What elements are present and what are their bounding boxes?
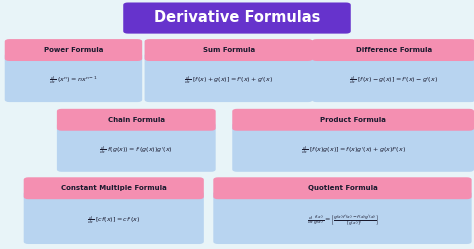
FancyBboxPatch shape [5, 53, 142, 102]
Text: Constant Multiple Formula: Constant Multiple Formula [61, 185, 167, 191]
Text: Derivative Formulas: Derivative Formulas [154, 10, 320, 25]
Text: Difference Formula: Difference Formula [356, 47, 432, 53]
FancyBboxPatch shape [232, 109, 474, 131]
Text: $\frac{d}{dx}\frac{f(x)}{g(x)} = \left[\frac{g(x)f'(x)-f(x)g'(x)}{[g(x)]^2}\righ: $\frac{d}{dx}\frac{f(x)}{g(x)} = \left[\… [307, 213, 378, 228]
FancyBboxPatch shape [57, 123, 216, 172]
Text: $\frac{d}{dx}$ $[f(x)-g(x)] = f'(x) - g'(x)$: $\frac{d}{dx}$ $[f(x)-g(x)] = f'(x) - g'… [349, 74, 438, 86]
FancyBboxPatch shape [213, 191, 472, 244]
Text: $\frac{d}{dx}$ $(x^n) = nx^{n-1}$: $\frac{d}{dx}$ $(x^n) = nx^{n-1}$ [49, 74, 98, 86]
FancyBboxPatch shape [24, 177, 204, 199]
Text: $\frac{d}{dx}$ $[f(x)g(x)] = f(x)g'(x) + g(x)f'(x)$: $\frac{d}{dx}$ $[f(x)g(x)] = f(x)g'(x) +… [301, 144, 406, 156]
Text: Product Formula: Product Formula [320, 117, 386, 123]
FancyBboxPatch shape [312, 39, 474, 61]
Text: $\frac{d}{dx}$ $f(g(x)) = f'(g(x))g'(x)$: $\frac{d}{dx}$ $f(g(x)) = f'(g(x))g'(x)$ [100, 144, 173, 156]
FancyBboxPatch shape [123, 2, 351, 34]
FancyBboxPatch shape [145, 39, 313, 61]
Text: $\frac{d}{dx}$ $[f(x)+g(x)] = f'(x) + g'(x)$: $\frac{d}{dx}$ $[f(x)+g(x)] = f'(x) + g'… [184, 74, 273, 86]
FancyBboxPatch shape [5, 39, 142, 61]
Text: Chain Formula: Chain Formula [108, 117, 165, 123]
FancyBboxPatch shape [312, 53, 474, 102]
FancyBboxPatch shape [232, 123, 474, 172]
Text: Quotient Formula: Quotient Formula [308, 185, 377, 191]
FancyBboxPatch shape [145, 53, 313, 102]
FancyBboxPatch shape [213, 177, 472, 199]
Text: Power Formula: Power Formula [44, 47, 103, 53]
Text: $\frac{d}{dx}$ $[cf(x)] = cf'(x)$: $\frac{d}{dx}$ $[cf(x)] = cf'(x)$ [87, 214, 140, 226]
FancyBboxPatch shape [24, 191, 204, 244]
Text: Sum Formula: Sum Formula [203, 47, 255, 53]
FancyBboxPatch shape [57, 109, 216, 131]
